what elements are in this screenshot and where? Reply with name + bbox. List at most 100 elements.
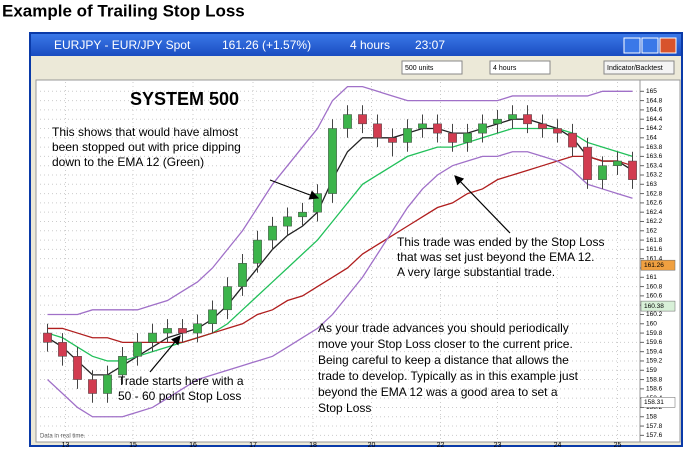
y-tick-label: 160.8 bbox=[646, 283, 663, 290]
y-tick-label: 163.6 bbox=[646, 153, 663, 160]
candle-body bbox=[523, 114, 532, 125]
candle-body bbox=[148, 332, 157, 343]
y-tick-label: 159.2 bbox=[646, 358, 663, 365]
units-dropdown[interactable] bbox=[401, 60, 463, 75]
close-button[interactable] bbox=[659, 37, 677, 54]
units-text: 500 units bbox=[405, 65, 434, 72]
annotation: This trade was ended by the Stop Loss bbox=[397, 235, 604, 249]
candle-body bbox=[43, 332, 52, 343]
indicator-line bbox=[47, 155, 633, 344]
candle-body bbox=[493, 118, 502, 125]
x-tick-label: 16 bbox=[189, 442, 197, 449]
candle-body bbox=[568, 132, 577, 148]
candle-body bbox=[343, 114, 352, 129]
y-tick-label: 159.6 bbox=[646, 339, 663, 346]
candle-body bbox=[133, 342, 142, 357]
annotation: A very large substantial trade. bbox=[397, 265, 555, 279]
minimize-button[interactable] bbox=[623, 37, 641, 54]
y-tick-label: 159.4 bbox=[646, 348, 663, 355]
annotation: Being careful to keep a distance that al… bbox=[318, 353, 569, 367]
candle-body bbox=[118, 356, 127, 376]
candle-body bbox=[73, 356, 82, 380]
page-title: Example of Trailing Stop Loss bbox=[2, 1, 245, 20]
candle-body bbox=[553, 128, 562, 134]
candle-body bbox=[403, 128, 412, 143]
price-marker-label: 160.38 bbox=[644, 303, 664, 310]
candle-body bbox=[598, 165, 607, 180]
y-tick-label: 163.8 bbox=[646, 144, 663, 151]
annotation: move your Stop Loss closer to the curren… bbox=[318, 337, 573, 351]
window-timeframe: 4 hours bbox=[350, 38, 390, 52]
candle-body bbox=[328, 128, 337, 194]
candle-body bbox=[193, 323, 202, 334]
y-tick-label: 158.6 bbox=[646, 386, 663, 393]
candle-body bbox=[253, 239, 262, 264]
y-tick-label: 164 bbox=[646, 135, 657, 142]
annotation: Trade starts here with a bbox=[118, 374, 244, 388]
candle-body bbox=[58, 342, 67, 357]
x-tick-label: 25 bbox=[614, 442, 622, 449]
annotation: trade to develop. Typically as in this e… bbox=[318, 369, 579, 383]
annotation: This shows that would have almost bbox=[52, 125, 239, 139]
y-tick-label: 164.6 bbox=[646, 107, 663, 114]
chart-heading: SYSTEM 500 bbox=[130, 89, 239, 109]
candle-body bbox=[448, 132, 457, 143]
x-tick-label: 18 bbox=[309, 442, 317, 449]
indicator-line bbox=[47, 118, 633, 376]
x-tick-label: 15 bbox=[129, 442, 137, 449]
candle-body bbox=[538, 123, 547, 129]
annotation: 50 - 60 point Stop Loss bbox=[118, 389, 241, 403]
candle-body bbox=[418, 123, 427, 129]
x-tick-label: 23 bbox=[494, 442, 502, 449]
candle-body bbox=[613, 160, 622, 166]
window-time: 23:07 bbox=[415, 38, 445, 52]
maximize-button[interactable] bbox=[641, 37, 659, 54]
annotation: that was set just beyond the EMA 12. bbox=[397, 250, 594, 264]
price-marker-label: 161.26 bbox=[644, 262, 664, 269]
annotation: beyond the EMA 12 was a good area to set… bbox=[318, 385, 558, 399]
candle-body bbox=[268, 225, 277, 241]
candle-body bbox=[163, 328, 172, 334]
y-tick-label: 164.8 bbox=[646, 97, 663, 104]
y-tick-label: 162.4 bbox=[646, 209, 663, 216]
indicator-button[interactable] bbox=[603, 60, 675, 75]
y-tick-label: 159.8 bbox=[646, 330, 663, 337]
candle-body bbox=[283, 216, 292, 227]
candle-body bbox=[508, 114, 517, 120]
y-tick-label: 162.2 bbox=[646, 218, 663, 225]
y-tick-label: 158.2 bbox=[646, 404, 663, 411]
y-tick-label: 160.6 bbox=[646, 293, 663, 300]
y-tick-label: 162.8 bbox=[646, 190, 663, 197]
candle-body bbox=[358, 114, 367, 125]
y-tick-label: 159 bbox=[646, 367, 657, 374]
y-tick-label: 161.8 bbox=[646, 237, 663, 244]
window-title: EURJPY - EUR/JPY Spot bbox=[54, 38, 191, 52]
period-dropdown[interactable] bbox=[489, 60, 551, 75]
y-tick-label: 160.2 bbox=[646, 311, 663, 318]
annotation: been stopped out with price dipping bbox=[52, 140, 241, 154]
indicator-line bbox=[47, 151, 633, 418]
candle-body bbox=[208, 309, 217, 325]
y-tick-label: 164.2 bbox=[646, 125, 663, 132]
price-marker bbox=[640, 300, 676, 312]
window-price: 161.26 (+1.57%) bbox=[222, 38, 311, 52]
x-tick-label: 13 bbox=[62, 442, 70, 449]
candle-body bbox=[388, 137, 397, 143]
price-marker bbox=[640, 259, 676, 271]
title-bar bbox=[31, 34, 681, 56]
annotation: down to the EMA 12 (Green) bbox=[52, 155, 204, 169]
indicator-line bbox=[47, 127, 633, 362]
arrow bbox=[454, 175, 511, 234]
candle-body bbox=[373, 123, 382, 139]
indicator-text: Indicator/Backtest bbox=[607, 65, 663, 72]
candle-body bbox=[463, 132, 472, 143]
candle-body bbox=[103, 374, 112, 394]
toolbar bbox=[31, 56, 681, 78]
candle-body bbox=[223, 286, 232, 311]
price-marker bbox=[640, 397, 676, 408]
x-tick-label: 20 bbox=[368, 442, 376, 449]
y-tick-label: 164.4 bbox=[646, 116, 663, 123]
y-tick-label: 158 bbox=[646, 413, 657, 420]
